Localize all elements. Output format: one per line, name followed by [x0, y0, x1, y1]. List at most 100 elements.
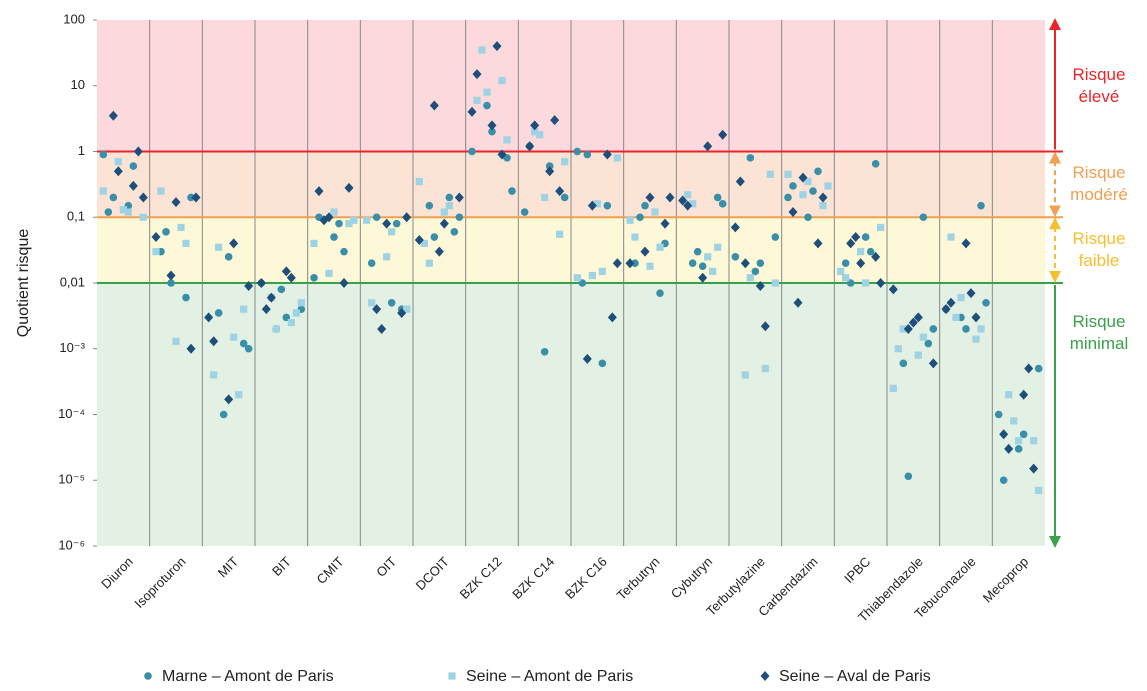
point — [536, 131, 544, 139]
point — [977, 201, 985, 210]
point — [368, 299, 376, 307]
point — [718, 200, 727, 208]
point — [478, 46, 486, 54]
point — [286, 272, 296, 283]
point — [888, 284, 898, 295]
point — [99, 187, 107, 195]
point — [224, 394, 234, 405]
point — [573, 274, 581, 282]
point — [330, 233, 338, 241]
point — [392, 219, 401, 228]
point — [971, 312, 981, 323]
point — [224, 253, 233, 261]
point — [899, 359, 908, 368]
point — [157, 187, 165, 195]
point — [128, 180, 138, 191]
point — [740, 258, 750, 269]
point — [383, 253, 391, 261]
point — [824, 182, 832, 190]
point — [684, 191, 692, 199]
point — [229, 238, 239, 249]
point — [1030, 437, 1038, 445]
point — [788, 207, 798, 218]
point — [287, 318, 295, 327]
x-tick-label: Isoproturon — [131, 554, 188, 611]
point — [999, 429, 1009, 440]
point — [109, 193, 118, 202]
point — [429, 100, 439, 111]
point — [889, 384, 897, 392]
point — [104, 208, 113, 216]
point — [372, 304, 382, 315]
point — [919, 333, 927, 341]
point — [651, 208, 659, 216]
point — [172, 337, 180, 345]
point — [746, 154, 755, 162]
point — [837, 267, 845, 276]
point — [483, 88, 491, 96]
point — [387, 298, 396, 307]
point — [414, 235, 424, 246]
point — [330, 208, 338, 216]
point — [636, 213, 644, 222]
point — [766, 170, 774, 178]
point — [108, 110, 118, 121]
point — [784, 170, 792, 178]
point — [957, 293, 965, 302]
point — [445, 193, 454, 202]
point — [813, 238, 823, 249]
point — [913, 312, 923, 323]
point — [182, 293, 190, 302]
point — [683, 200, 693, 211]
point — [947, 233, 955, 241]
point — [966, 288, 976, 299]
point — [961, 238, 971, 249]
point — [297, 299, 305, 307]
point — [640, 246, 650, 257]
point — [540, 347, 549, 356]
point — [541, 193, 549, 202]
point — [804, 177, 812, 186]
point — [656, 289, 664, 297]
y-tick-label: 1 — [78, 143, 85, 158]
point — [244, 281, 254, 292]
point — [335, 219, 343, 228]
point — [555, 186, 565, 197]
point — [113, 166, 123, 177]
point — [1024, 363, 1034, 374]
point — [613, 154, 621, 162]
point — [235, 391, 243, 399]
point — [946, 297, 956, 308]
point — [215, 243, 223, 251]
point — [467, 106, 477, 117]
point — [144, 672, 152, 680]
point — [171, 197, 181, 208]
point — [166, 270, 176, 281]
point — [746, 274, 754, 282]
point — [415, 177, 423, 186]
point — [561, 158, 569, 166]
point — [704, 253, 712, 261]
point — [582, 353, 592, 364]
point — [709, 267, 717, 276]
point — [152, 248, 160, 256]
point — [793, 297, 803, 308]
x-tick-label: BZK C12 — [457, 554, 505, 602]
y-axis-label: Quotient risque — [15, 229, 32, 338]
point — [798, 172, 808, 183]
point — [230, 333, 238, 341]
point — [363, 216, 371, 224]
point — [842, 274, 850, 282]
point — [186, 343, 196, 354]
point — [550, 115, 560, 126]
point — [151, 232, 161, 243]
point — [688, 259, 697, 268]
point — [520, 208, 529, 216]
legend-label: Seine – Aval de Paris — [779, 668, 931, 685]
point — [531, 128, 539, 136]
point — [377, 323, 387, 334]
point — [819, 202, 827, 210]
point — [741, 371, 749, 379]
point — [573, 147, 582, 156]
point — [962, 325, 970, 333]
